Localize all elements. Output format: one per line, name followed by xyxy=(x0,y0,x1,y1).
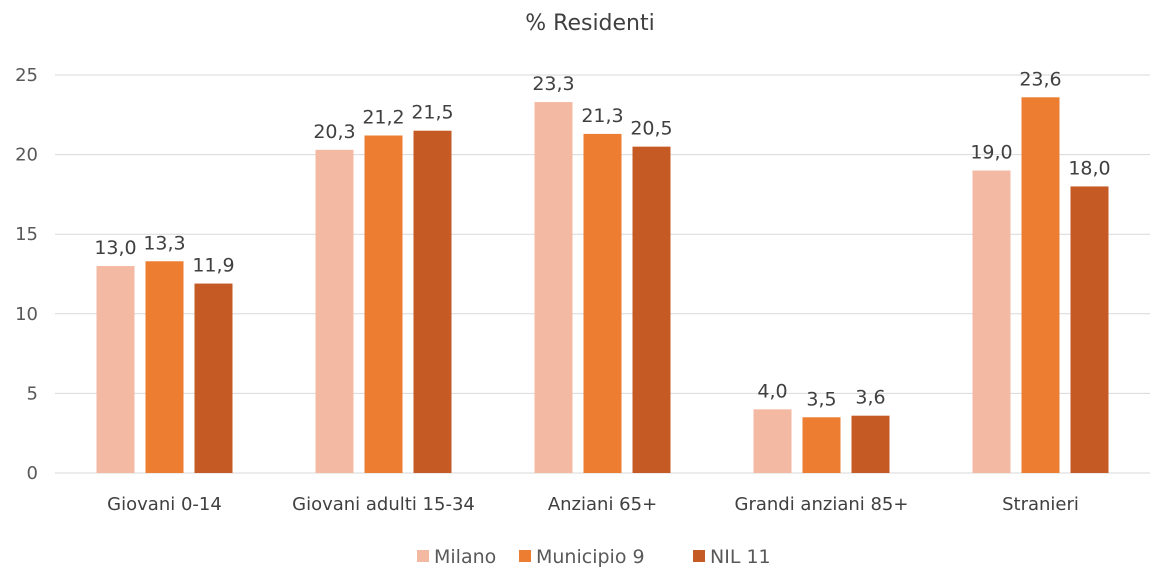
data-label: 20,5 xyxy=(630,118,672,140)
chart-title: % Residenti xyxy=(525,11,655,36)
bar xyxy=(753,409,792,473)
bar xyxy=(851,415,890,473)
y-tick-label: 0 xyxy=(27,463,38,484)
data-label: 11,9 xyxy=(192,255,234,277)
data-label: 23,3 xyxy=(532,73,574,95)
y-tick-label: 15 xyxy=(15,224,38,245)
legend-label: Municipio 9 xyxy=(536,546,645,567)
category-label: Stranieri xyxy=(1002,494,1079,515)
data-labels-layer: 13,0 13,3 11,9 20,3 21,2 21,5 23,3 21,3 20,5 4,0 3… xyxy=(94,68,1110,410)
bar xyxy=(413,130,452,473)
legend: Milano Municipio 9 NIL 11 xyxy=(417,546,771,567)
legend-swatch xyxy=(693,550,705,562)
y-tick-label: 5 xyxy=(27,383,38,404)
data-label: 19,0 xyxy=(970,142,1012,164)
legend-swatch xyxy=(519,550,531,562)
y-tick-label: 20 xyxy=(15,145,38,166)
data-label: 3,5 xyxy=(806,388,836,410)
bar xyxy=(1070,186,1109,473)
data-label: 20,3 xyxy=(313,121,355,143)
bar xyxy=(534,102,573,474)
bar xyxy=(632,146,671,473)
legend-label: NIL 11 xyxy=(710,546,771,567)
data-label: 3,6 xyxy=(855,387,885,409)
bar xyxy=(802,417,841,473)
data-label: 13,3 xyxy=(143,232,185,254)
bar xyxy=(1021,97,1060,474)
data-label: 23,6 xyxy=(1019,68,1061,90)
category-label: Giovani adulti 15-34 xyxy=(292,494,475,515)
data-label: 21,5 xyxy=(411,102,453,124)
data-label: 13,0 xyxy=(94,237,136,259)
data-label: 4,0 xyxy=(757,380,787,402)
category-label: Giovani 0-14 xyxy=(107,494,222,515)
bars-layer xyxy=(96,97,1109,474)
category-label: Anziani 65+ xyxy=(548,494,657,515)
y-tick-label: 25 xyxy=(15,65,38,86)
bar xyxy=(364,135,403,473)
bar xyxy=(315,149,354,473)
legend-swatch xyxy=(417,550,429,562)
bar xyxy=(583,133,622,474)
data-label: 21,3 xyxy=(581,105,623,127)
bar xyxy=(145,261,184,473)
legend-label: Milano xyxy=(434,546,496,567)
category-label: Grandi anziani 85+ xyxy=(735,494,909,515)
bar xyxy=(194,283,233,473)
bar xyxy=(972,170,1011,473)
y-tick-label: 10 xyxy=(15,304,38,325)
category-axis: Giovani 0-14 Giovani adulti 15-34 Anziani … xyxy=(107,494,1079,515)
bar xyxy=(96,266,135,473)
data-label: 18,0 xyxy=(1068,157,1110,179)
data-label: 21,2 xyxy=(362,106,404,128)
